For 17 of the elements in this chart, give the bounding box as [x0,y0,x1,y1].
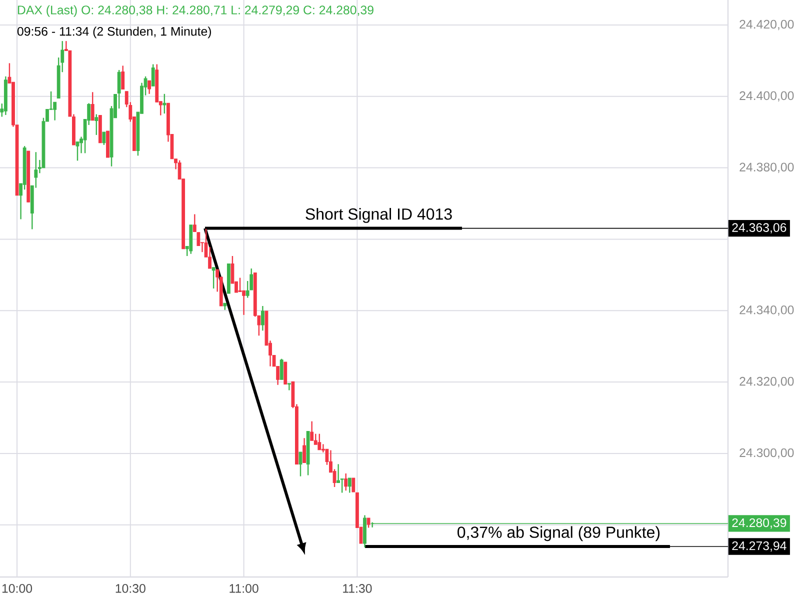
y-tick-label: 24.380,00 [740,162,794,173]
y-tick-label: 24.340,00 [740,306,794,316]
y-tick-label: 24.400,00 [740,91,794,102]
chart-title: DAX (Last) O: 24.280,38 H: 24.280,71 L: 24.279,29 C: 24.280,39 [18,5,374,17]
x-tick-label: 11:00 [230,584,258,593]
ref-line-label: 24.273,94 [732,541,786,552]
annotation: Short Signal ID 4013 [306,208,452,223]
x-tick-label: 10:00 [2,584,32,593]
text: 09:56 - 11:34 (2 Stunden, 1 Minute) [17,26,212,38]
ref-line-label: 24.363,06 [732,223,786,234]
y-tick-label: 24.320,00 [740,376,794,388]
ref-line-label: 24.280,39 [732,518,786,529]
y-tick-label: 24.420,00 [740,20,794,30]
x-tick-label: 11:30 [343,584,372,593]
y-tick-label: 24.300,00 [740,448,794,459]
x-tick-label: 10:30 [116,584,146,593]
annotation: 0,37% ab Signal (89 Punkte) [458,526,660,542]
